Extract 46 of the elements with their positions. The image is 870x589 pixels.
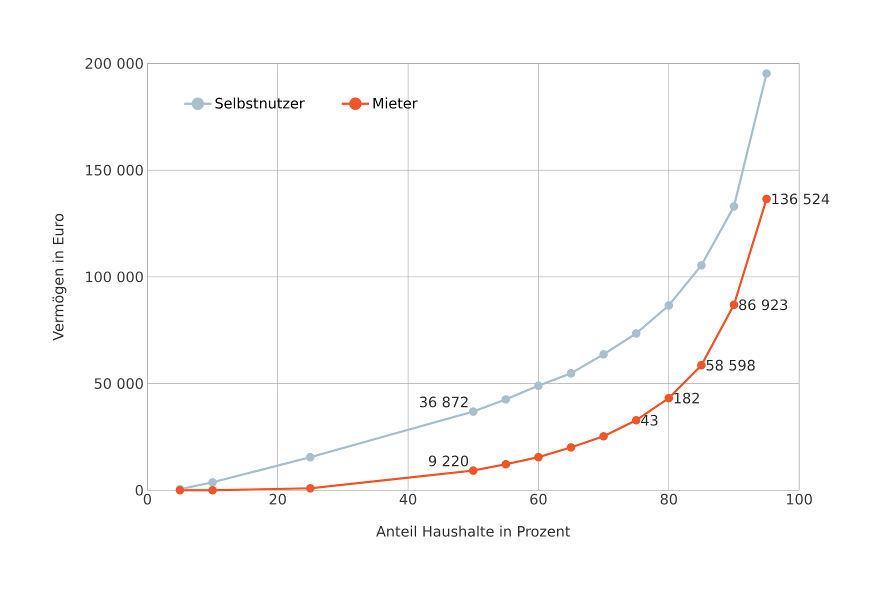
point: [566, 442, 576, 452]
point: [566, 368, 576, 378]
point: [664, 300, 674, 310]
point: [306, 484, 315, 492]
annotation: 36 872: [420, 396, 468, 408]
x-tick-label: 100: [787, 494, 812, 504]
point: [306, 452, 315, 462]
point: [730, 300, 738, 309]
point: [468, 407, 478, 416]
point: [697, 360, 706, 370]
x-tick-label: 40: [400, 494, 416, 504]
y-tick-label: 0: [136, 484, 143, 496]
y-tick-label: 100 000: [86, 271, 143, 282]
annotation: 9 220: [428, 455, 468, 466]
y-tick-label: 150 000: [86, 164, 143, 176]
y-axis-title: Vermögen in Euro: [52, 214, 66, 340]
point: [730, 202, 738, 211]
y-tick-label: 200 000: [86, 58, 143, 69]
annotation: 182: [674, 392, 699, 404]
x-tick-label: 20: [270, 494, 286, 504]
point: [762, 194, 771, 203]
x-axis-title: Anteil Haushalte in Prozent: [376, 525, 570, 537]
point: [534, 452, 543, 462]
annotation: 136 524: [772, 193, 830, 204]
annotation: 86 923: [739, 299, 788, 310]
x-tick-label: 60: [530, 494, 547, 504]
point: [599, 350, 608, 358]
point: [208, 486, 217, 494]
x-tick-label: 80: [660, 494, 677, 504]
point: [468, 466, 478, 475]
point: [599, 432, 608, 440]
annotation: 58 598: [706, 360, 755, 370]
legend-label: Mieter: [373, 97, 418, 108]
x-tick-label: 0: [144, 494, 151, 504]
point: [762, 69, 771, 78]
legend-label: Selbstnutzer: [215, 97, 305, 108]
point: [208, 478, 217, 486]
point: [697, 260, 706, 270]
point: [632, 328, 640, 338]
point: [632, 416, 640, 424]
point: [502, 394, 510, 404]
annotation: 43: [641, 414, 658, 426]
point: [534, 381, 543, 390]
point: [502, 460, 510, 468]
y-tick-label: 50 000: [94, 378, 143, 389]
point: [664, 394, 674, 402]
